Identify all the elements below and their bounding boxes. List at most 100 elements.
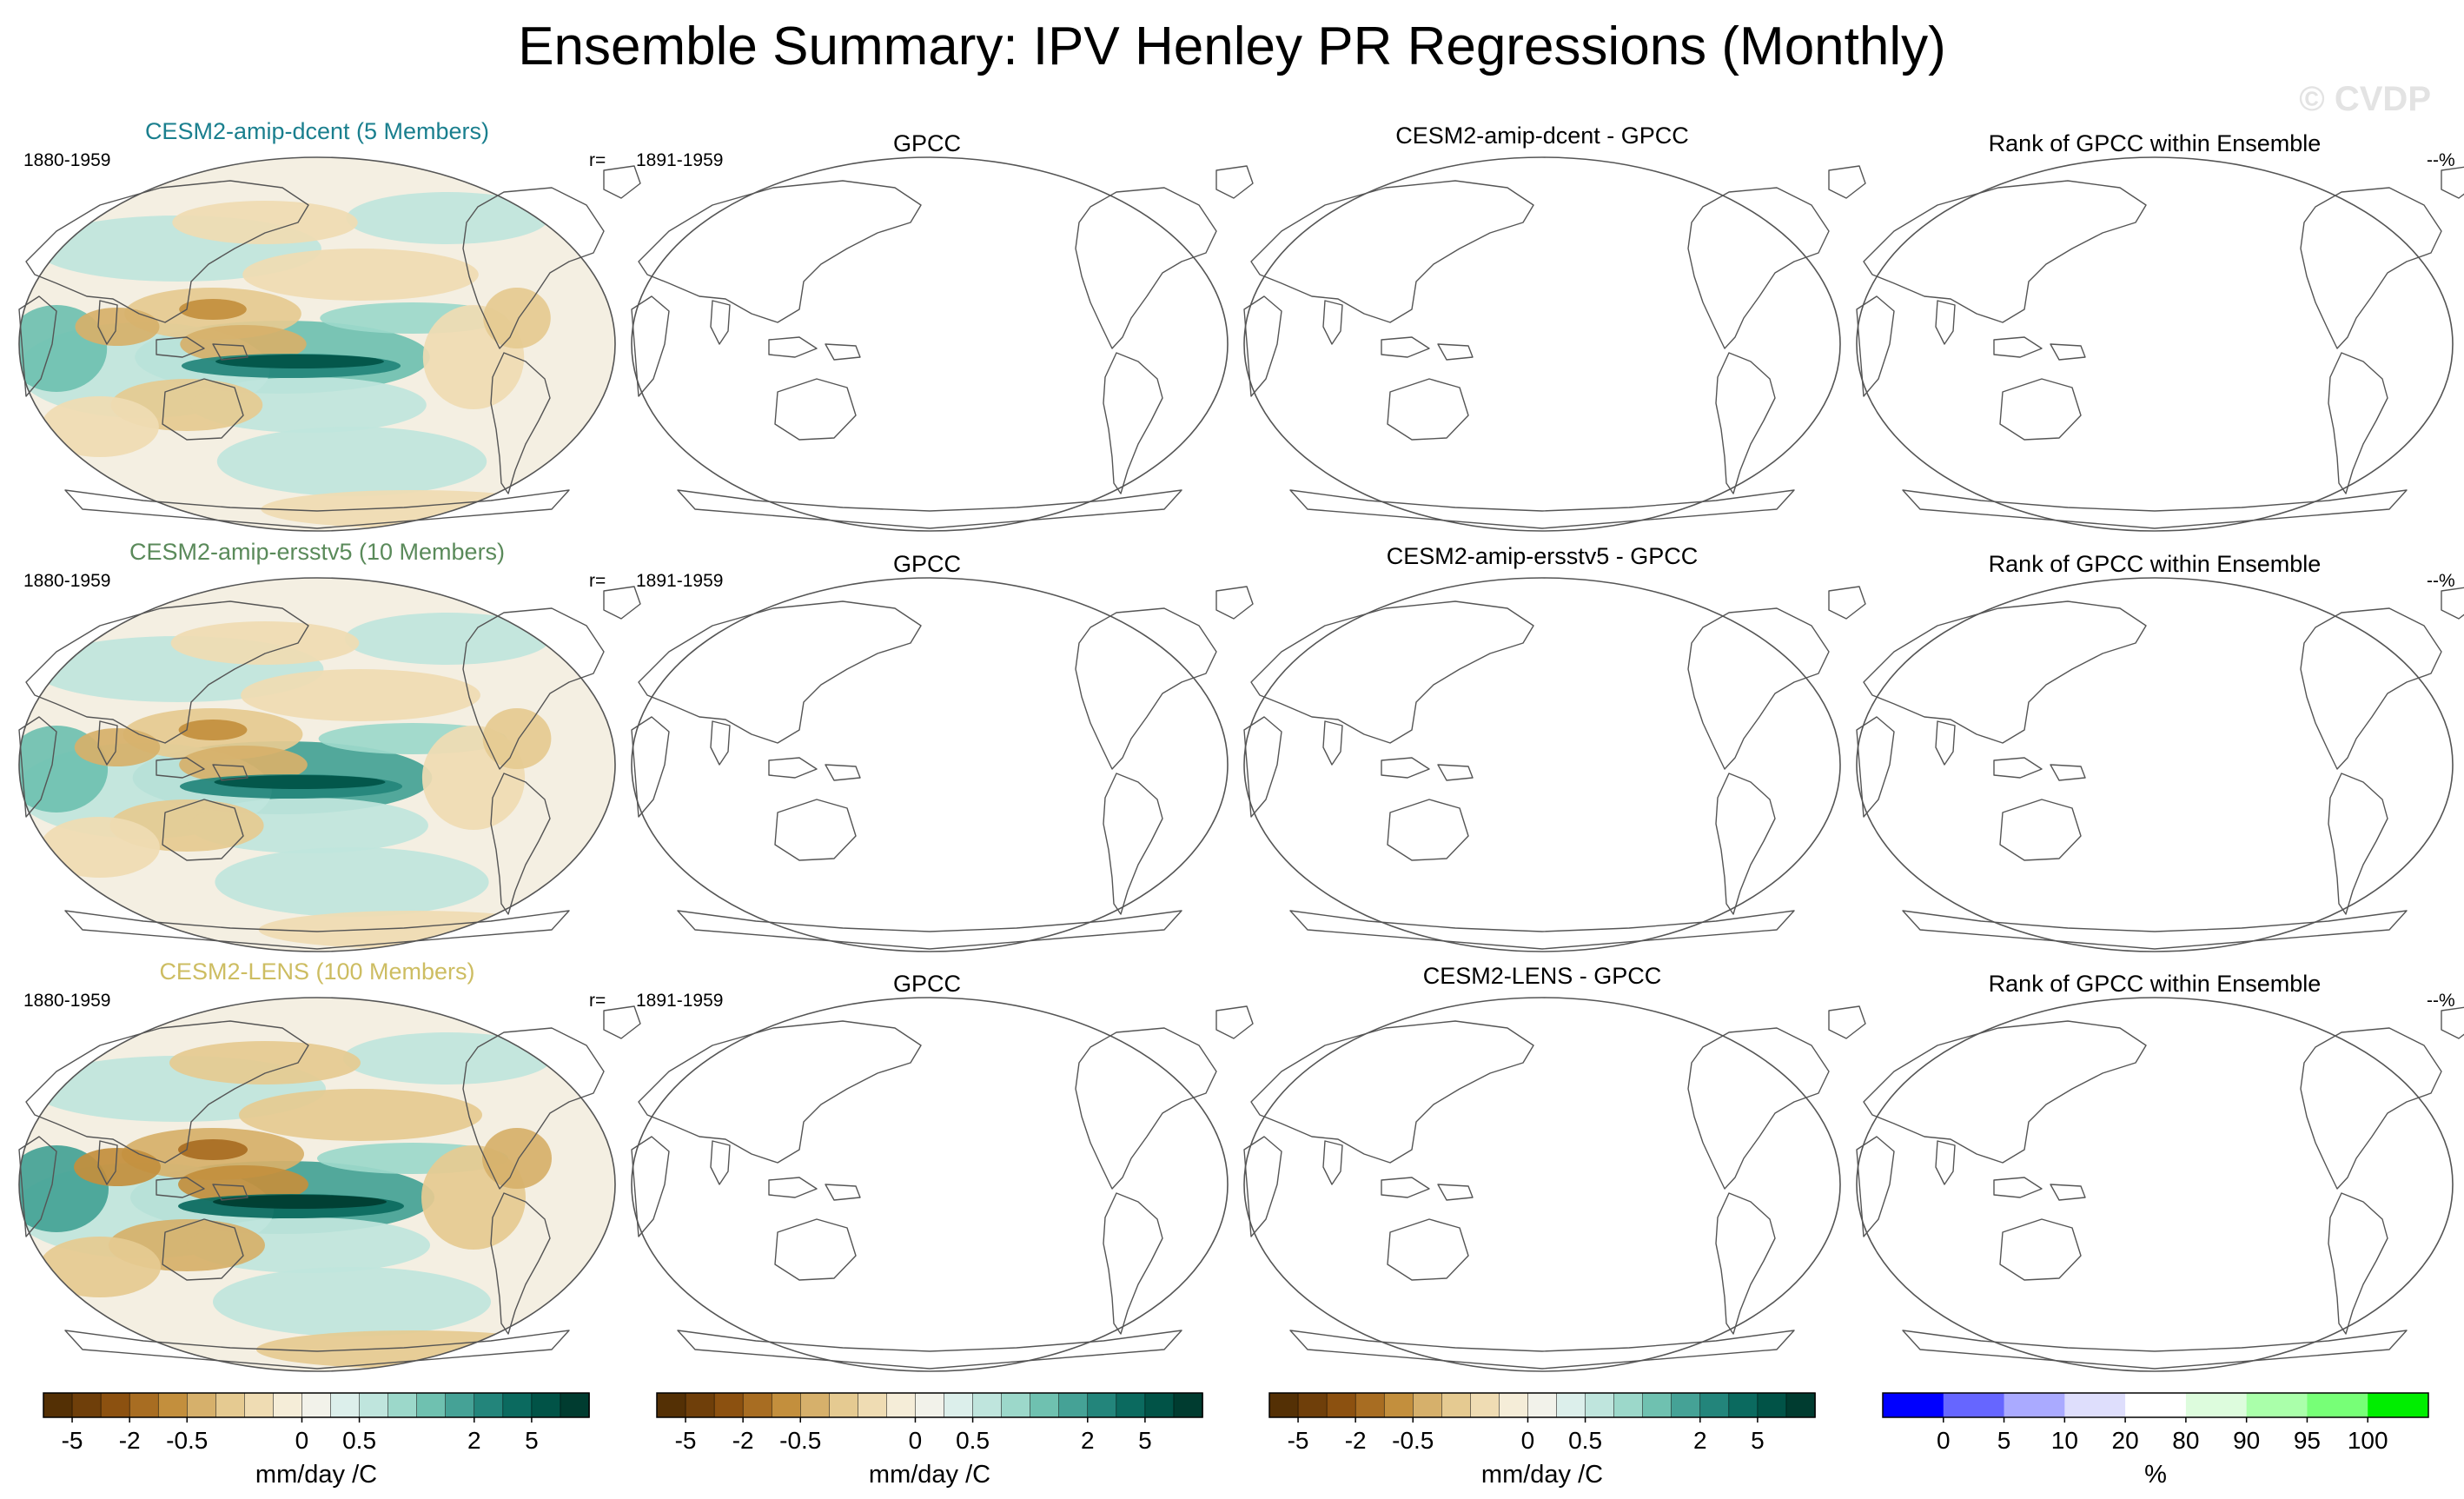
colorbar-tick-label: 5: [1138, 1427, 1152, 1454]
colorbar-swatch: [502, 1392, 533, 1418]
colorbar-swatch: [1297, 1392, 1328, 1418]
colorbar-tick-label: 0: [1521, 1427, 1535, 1454]
colorbar-swatch: [244, 1392, 275, 1418]
colorbar-swatch: [387, 1392, 418, 1418]
colorbar-tick-label: 100: [2348, 1427, 2388, 1454]
obs-period: 1891-1959: [636, 571, 723, 591]
colorbar-swatch: [1441, 1392, 1472, 1418]
colorbar-tick-label: 0.5: [342, 1427, 376, 1454]
colorbar-swatch: [560, 1392, 590, 1418]
colorbar-swatch: [858, 1392, 888, 1418]
colorbar-tick-label: -0.5: [779, 1427, 821, 1454]
colorbar-tick-label: 5: [1751, 1427, 1765, 1454]
colorbar-swatch: [800, 1392, 831, 1418]
page-title: Ensemble Summary: IPV Henley PR Regressi…: [518, 17, 1946, 76]
colorbar-swatch: [886, 1392, 917, 1418]
colorbar-tick-label: 90: [2233, 1427, 2260, 1454]
colorbar-swatch: [742, 1392, 772, 1418]
colorbar-swatch: [215, 1392, 246, 1418]
colorbar-swatch: [944, 1392, 974, 1418]
colorbar-swatch: [2307, 1393, 2368, 1417]
colorbar-2: -5 -2 -0.5 0 0.5 2 5 mm/day /C: [656, 1392, 1203, 1489]
diff-title: CESM2-LENS - GPCC: [1423, 963, 1662, 989]
colorbar-tick-label: 10: [2051, 1427, 2078, 1454]
colorbar-swatch: [1087, 1392, 1117, 1418]
colorbar-swatch: [1030, 1392, 1060, 1418]
colorbar-swatch: [1556, 1392, 1586, 1418]
colorbar-tick-label: 0: [1937, 1427, 1951, 1454]
colorbar-swatch: [1383, 1392, 1414, 1418]
colorbar-swatch: [1001, 1392, 1031, 1418]
colorbar-tick-label: 5: [1997, 1427, 2011, 1454]
colorbar-swatch: [1757, 1392, 1787, 1418]
colorbar-swatch: [1499, 1392, 1529, 1418]
rank-title: Rank of GPCC within Ensemble: [1989, 130, 2322, 156]
colorbar-swatch: [330, 1392, 361, 1418]
colorbar-swatch: [713, 1392, 744, 1418]
diff-title: CESM2-amip-ersstv5 - GPCC: [1387, 543, 1699, 569]
colorbar-tick-label: 80: [2172, 1427, 2199, 1454]
r-label: r=: [589, 991, 606, 1011]
colorbar-swatch: [685, 1392, 715, 1418]
colorbar-tick-label: 2: [1693, 1427, 1707, 1454]
colorbar-swatch: [1785, 1392, 1816, 1418]
colorbar-tick-label: 95: [2294, 1427, 2321, 1454]
r-label: r=: [589, 571, 606, 591]
colorbar-tick-label: -2: [119, 1427, 141, 1454]
colorbar-swatch: [771, 1392, 802, 1418]
rank-title: Rank of GPCC within Ensemble: [1989, 971, 2322, 997]
colorbar-tick-label: 0: [909, 1427, 923, 1454]
map-panel-r1-c4: [1856, 156, 2464, 532]
obs-title: GPCC: [893, 130, 961, 156]
colorbar-swatch: [656, 1392, 686, 1418]
obs-period: 1891-1959: [636, 150, 723, 170]
colorbar-swatch: [2004, 1393, 2065, 1417]
map-panel-r2-c1: [18, 577, 641, 952]
colorbar-swatch: [1116, 1392, 1146, 1418]
diff-title: CESM2-amip-dcent - GPCC: [1395, 123, 1689, 149]
map-panel-r1-c2: [631, 156, 1254, 532]
colorbar-tick-label: -5: [675, 1427, 697, 1454]
map-panel-r2-c4: [1856, 577, 2464, 952]
colorbar-tick-label: -0.5: [1392, 1427, 1434, 1454]
colorbar-tick-label: 0.5: [1568, 1427, 1602, 1454]
colorbar-swatch: [1413, 1392, 1443, 1418]
colorbar-swatch: [1173, 1392, 1203, 1418]
colorbar-swatch: [1699, 1392, 1730, 1418]
colorbar-tick-label: -2: [732, 1427, 754, 1454]
watermark: © CVDP: [2299, 80, 2431, 118]
colorbar-tick-label: 5: [525, 1427, 539, 1454]
map-panel-r2-c2: [631, 577, 1254, 952]
map-panel-r3-c4: [1856, 997, 2464, 1372]
colorbar-1: -5 -2 -0.5 0 0.5 2 5 mm/day /C: [43, 1392, 590, 1489]
colorbar-tick-label: 2: [467, 1427, 481, 1454]
map-panel-r1-c3: [1243, 156, 1866, 532]
colorbar-swatch: [1728, 1392, 1759, 1418]
rank-value: --%: [2427, 991, 2455, 1011]
colorbar-swatch: [2185, 1393, 2248, 1417]
rank-value: --%: [2427, 150, 2455, 170]
ensemble-title: CESM2-amip-ersstv5 (10 Members): [129, 539, 505, 565]
map-panel-r1-c1: [18, 156, 641, 532]
colorbar-swatch: [1326, 1392, 1356, 1418]
colorbar-swatch: [1058, 1392, 1089, 1418]
colorbar-swatch: [1355, 1392, 1385, 1418]
colorbar-unit: %: [2144, 1461, 2167, 1489]
colorbar-3: -5 -2 -0.5 0 0.5 2 5 mm/day /C: [1268, 1392, 1816, 1489]
colorbar-swatch: [2064, 1393, 2126, 1417]
colorbar-tick-label: 20: [2112, 1427, 2139, 1454]
colorbar-4: 0 5 10 20 80 90 95 100%: [1882, 1392, 2429, 1489]
map-panel-r3-c1: [18, 997, 641, 1372]
map-panel-r2-c3: [1243, 577, 1866, 952]
colorbar-swatch: [445, 1392, 475, 1418]
colorbar-swatch: [100, 1392, 130, 1418]
ensemble-title: CESM2-LENS (100 Members): [159, 958, 474, 985]
colorbar-swatch: [273, 1392, 303, 1418]
colorbar-swatch: [1585, 1392, 1615, 1418]
colorbar-swatch: [1671, 1392, 1701, 1418]
colorbar-swatch: [1883, 1393, 1944, 1417]
rank-value: --%: [2427, 571, 2455, 591]
colorbar-tick-label: -2: [1345, 1427, 1367, 1454]
colorbar-swatch: [157, 1392, 189, 1418]
